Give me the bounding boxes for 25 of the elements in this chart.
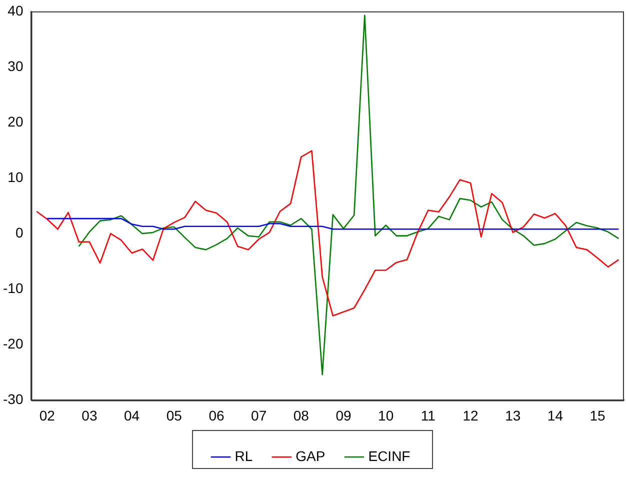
legend-label: RL <box>234 448 253 464</box>
y-tick-label: 40 <box>8 2 24 18</box>
y-tick-label: -10 <box>3 280 24 296</box>
x-tick-label: 11 <box>420 407 436 424</box>
y-tick-label: -20 <box>3 336 24 352</box>
y-tick-label: 30 <box>8 58 24 74</box>
y-tick-label: 0 <box>15 224 24 240</box>
y-tick-label: -30 <box>3 391 24 408</box>
x-tick-label: 05 <box>166 407 182 424</box>
x-tick-label: 10 <box>378 407 394 424</box>
x-tick-label: 04 <box>124 407 140 424</box>
x-tick-label: 15 <box>590 407 606 424</box>
x-tick-label: 08 <box>293 407 310 424</box>
x-tick-label: 12 <box>462 407 479 424</box>
legend-label: ECINF <box>368 448 410 464</box>
x-tick-label: 07 <box>251 407 267 424</box>
x-tick-label: 06 <box>208 407 224 424</box>
legend-label: GAP <box>296 448 326 464</box>
x-tick-label: 09 <box>336 407 352 424</box>
y-tick-label: 20 <box>8 113 24 130</box>
x-tick-label: 02 <box>39 407 56 424</box>
x-tick-label: 14 <box>547 407 564 424</box>
x-tick-label: 13 <box>505 407 521 424</box>
x-tick-label: 03 <box>82 407 98 424</box>
y-tick-label: 10 <box>8 168 24 185</box>
